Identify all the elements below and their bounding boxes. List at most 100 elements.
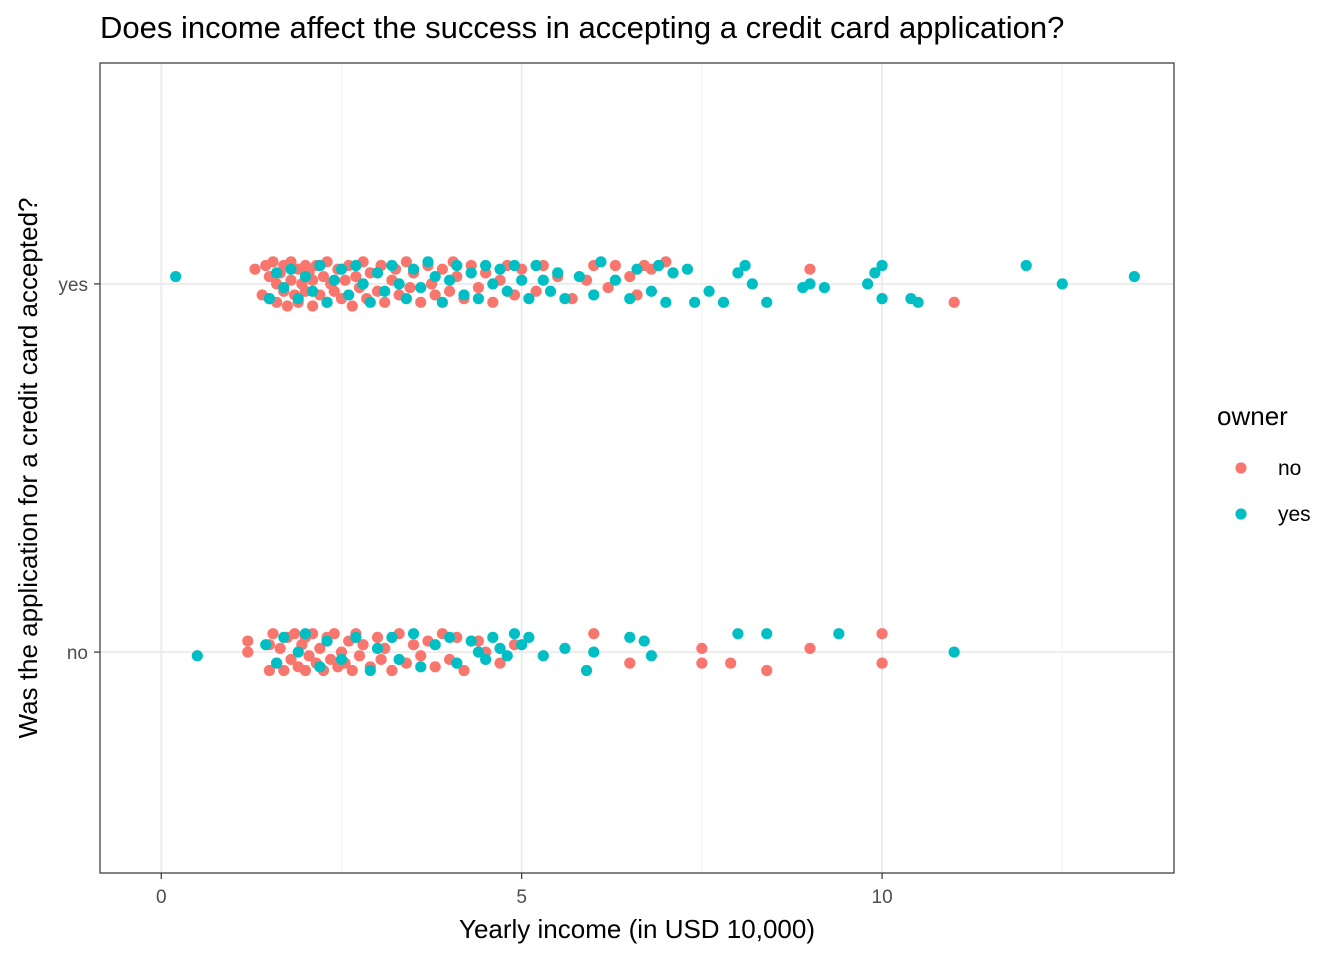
point-owner-yes (660, 296, 672, 308)
point-owner-no (530, 285, 542, 297)
point-owner-yes (523, 631, 535, 643)
point-owner-no (588, 628, 600, 640)
point-owner-yes (480, 259, 492, 272)
plot-panel-border (99, 62, 1175, 874)
point-owner-yes (343, 289, 355, 301)
point-owner-yes (732, 628, 744, 640)
point-owner-yes (761, 628, 773, 640)
point-owner-yes (278, 281, 290, 294)
point-owner-no (314, 642, 326, 655)
point-owner-yes (350, 631, 362, 643)
point-owner-no (267, 256, 279, 268)
point-owner-yes (465, 267, 477, 279)
point-owner-no (267, 628, 279, 640)
point-owner-yes (645, 285, 658, 297)
point-owner-yes (371, 642, 384, 655)
point-owner-yes (876, 293, 888, 305)
point-owner-no (415, 296, 427, 308)
point-owner-yes (717, 296, 730, 308)
point-owner-yes (386, 259, 398, 272)
point-owner-yes (689, 296, 701, 308)
point-owner-yes (588, 289, 600, 301)
point-owner-yes (364, 664, 376, 677)
point-owner-no (281, 300, 294, 312)
point-owner-no (328, 628, 340, 640)
point-owner-yes (638, 635, 650, 647)
point-owner-no (278, 664, 290, 677)
point-owner-yes (494, 263, 506, 275)
y-axis-title: Was the application for a credit card ac… (13, 198, 43, 739)
legend-key-no (1235, 462, 1247, 474)
point-owner-yes (314, 259, 326, 272)
point-owner-no (371, 631, 384, 643)
point-owner-yes (653, 259, 665, 272)
point-owner-yes (451, 259, 463, 272)
point-owner-no (494, 657, 506, 669)
point-owner-yes (379, 285, 391, 297)
point-owner-no (328, 285, 340, 297)
point-owner-no (386, 664, 398, 677)
point-owner-no (487, 296, 499, 308)
point-owner-yes (1056, 278, 1068, 290)
point-owner-yes (580, 664, 593, 677)
point-owner-yes (508, 259, 521, 272)
point-owner-no (404, 281, 416, 294)
data-points (170, 256, 1140, 677)
point-owner-yes (307, 285, 319, 297)
point-owner-yes (458, 289, 470, 301)
point-owner-no (415, 650, 427, 662)
point-owner-yes (494, 642, 506, 655)
y-axis-ticks: no yes (58, 275, 100, 664)
legend: owner no yes (1217, 401, 1311, 526)
point-owner-yes (292, 646, 304, 658)
point-owner-yes (191, 650, 203, 662)
point-owner-yes (170, 270, 182, 283)
point-owner-no (317, 270, 330, 283)
point-owner-yes (948, 646, 960, 658)
point-owner-yes (314, 661, 326, 673)
x-tick-label: 0 (156, 887, 167, 908)
point-owner-no (375, 653, 387, 666)
legend-title: owner (1217, 401, 1288, 431)
point-owner-no (242, 646, 254, 658)
point-owner-yes (732, 267, 744, 279)
point-owner-no (346, 300, 358, 312)
point-owner-yes (415, 281, 427, 294)
point-owner-yes (508, 628, 521, 640)
point-owner-yes (371, 267, 384, 279)
point-owner-yes (393, 278, 405, 290)
point-owner-yes (544, 285, 557, 297)
x-axis-title: Yearly income (in USD 10,000) (459, 914, 815, 944)
point-owner-no (429, 289, 441, 301)
point-owner-no (242, 635, 254, 647)
point-owner-yes (472, 293, 485, 305)
point-owner-yes (299, 270, 312, 283)
point-owner-yes (299, 628, 312, 640)
point-owner-no (285, 653, 297, 666)
point-owner-yes (335, 263, 348, 275)
point-owner-no (436, 263, 448, 275)
point-owner-no (407, 639, 420, 651)
point-owner-no (876, 628, 888, 640)
x-axis-ticks: 0 5 10 (156, 873, 893, 908)
point-owner-yes (260, 639, 272, 651)
point-owner-no (458, 664, 470, 677)
legend-label-yes: yes (1278, 503, 1311, 526)
point-owner-no (307, 300, 319, 312)
point-owner-no (609, 259, 621, 272)
point-owner-yes (537, 650, 549, 662)
point-owner-yes (321, 635, 333, 647)
point-owner-no (624, 657, 636, 669)
point-owner-no (285, 274, 297, 286)
point-owner-yes (703, 285, 715, 297)
point-owner-no (350, 270, 362, 283)
point-owner-no (696, 657, 708, 669)
point-owner-yes (595, 256, 607, 268)
point-owner-yes (667, 267, 679, 279)
point-owner-no (624, 270, 636, 283)
point-owner-yes (516, 274, 528, 286)
point-owner-no (299, 664, 312, 677)
point-owner-yes (501, 285, 513, 297)
point-owner-yes (681, 263, 694, 275)
